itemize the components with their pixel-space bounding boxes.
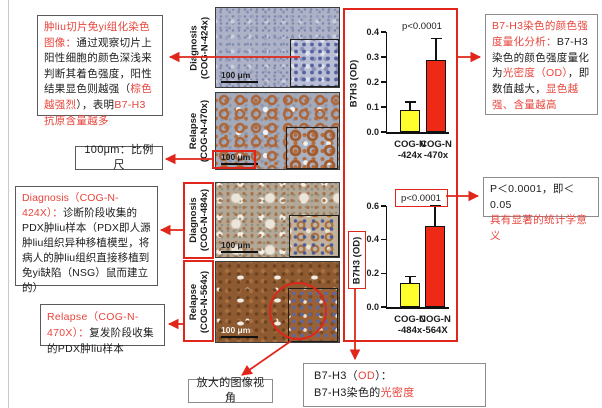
y-tick <box>381 272 386 275</box>
x-axis <box>385 132 449 134</box>
highlight-scale-bar-470x <box>212 150 256 169</box>
y-axis <box>385 206 387 309</box>
y-tick <box>381 306 386 308</box>
bar <box>425 226 445 307</box>
y-axis <box>385 32 387 134</box>
y-tick-label: 0.0 <box>366 126 379 137</box>
ihc-inset-diagnosis-484x <box>289 215 339 257</box>
y-tick <box>381 205 386 207</box>
callout-text-line: 具有显著的统计学意义 <box>490 214 588 242</box>
y-tick <box>381 238 386 241</box>
error-bar-cap <box>429 205 441 207</box>
x-category-label: COG-N <box>420 139 452 150</box>
y-tick-label: 0.4 <box>366 26 379 37</box>
ihc-inset-diagnosis-424x <box>290 39 339 87</box>
highlight-label-diagnosis-484x <box>183 182 214 259</box>
panel-label-relapse-470x: Relapse (COG-N-470x) <box>188 99 210 163</box>
p-value-label: p<0.0001 <box>402 21 442 32</box>
y-tick-label: 0.4 <box>366 234 379 245</box>
highlight-label-relapse-564x <box>183 260 214 342</box>
error-bar <box>409 276 411 284</box>
x-category-label: -484x <box>397 325 423 336</box>
ihc-image-relapse-470x: 100 μm <box>215 92 340 170</box>
ihc-inset-relapse-470x <box>286 127 338 169</box>
arrow-to-zoom-view-box <box>241 340 292 376</box>
highlight-inset-circle <box>269 282 327 340</box>
bar-chart-424x-470x: 0.0 0.1 0.2 0.3 0.4 p<0.0001 B7H3 (OD) COG-N -42… <box>345 10 456 340</box>
error-bar <box>409 102 411 110</box>
y-tick <box>381 56 386 58</box>
y-tick-label: 0.1 <box>366 101 379 112</box>
callout-quantify: B7-H3染色的颜色强度量化分析：B7-H3染色的颜色强度量化为光密度（OD），… <box>485 14 598 115</box>
y-tick-label: 0.6 <box>366 200 379 211</box>
x-category-label: COG-N <box>394 314 426 325</box>
error-bar-cap <box>404 101 416 103</box>
x-category-label: COG-N <box>394 139 426 150</box>
callout-text-line: 100μm：比例尺 <box>84 143 154 171</box>
x-axis <box>385 307 449 309</box>
callout-od: B7-H3（OD）： B7-H3染色的光密度 <box>303 363 486 407</box>
error-bar-cap <box>430 37 442 39</box>
x-category-label: COG-N <box>419 314 451 325</box>
y-tick <box>381 131 386 133</box>
bar <box>400 283 420 307</box>
callout-text-line: P＜0.0001，即＜0.05 <box>490 183 575 211</box>
y-tick <box>381 81 386 83</box>
callout-pvalue: P＜0.0001，即＜0.05 具有显著的统计学意义 <box>483 177 599 242</box>
callout-text-line: B7-H3（OD）： <box>314 370 393 382</box>
callout-scalebar: 100μm：比例尺 <box>75 143 163 171</box>
scale-bar: 100 μm <box>221 326 258 338</box>
bar <box>400 109 420 132</box>
callout-text-line: B7-H3染色的光密度 <box>314 387 415 399</box>
page-left-rule <box>8 0 9 408</box>
y-tick <box>381 31 386 33</box>
y-tick-label: 0.2 <box>366 76 379 87</box>
ihc-image-diagnosis-424x: 100 μm <box>215 7 340 88</box>
y-tick-label: 0.2 <box>366 267 379 278</box>
callout-text-line: 放大的图像视角 <box>196 376 265 404</box>
callout-stain-explain: 肿liu切片免yi组化染色图像：通过观察切片上阳性细胞的颜色深浅来判断其着色强度… <box>37 15 163 127</box>
ihc-image-diagnosis-484x: 100 μm <box>215 182 340 258</box>
x-category-label: -564X <box>422 325 448 336</box>
error-bar <box>435 38 437 60</box>
callout-text-line: Diagnosis（COG-N-424X）：诊断阶段收集的PDX肿liu样本（P… <box>22 192 151 294</box>
chart-panel: 0.0 0.1 0.2 0.3 0.4 p<0.0001 B7H3 (OD) COG-N -42… <box>343 8 458 342</box>
y-axis-title-text: B7H3 (OD) <box>351 236 363 284</box>
scale-bar: 100 μm <box>221 241 258 253</box>
scale-bar: 100 μm <box>221 153 258 165</box>
scale-bar: 100 μm <box>221 71 258 83</box>
y-tick <box>381 106 386 108</box>
callout-text-line: B7-H3染色的颜色强度量化分析：B7-H3染色的颜色强度量化为光密度（OD），… <box>492 20 590 111</box>
y-tick-label: 0.3 <box>366 51 379 62</box>
bar-chart-484x-564x: 0.0 0.2 0.4 0.6 p<0.0001 B7H3 (OD) COG-N -484x C… <box>345 10 456 340</box>
callout-zoom-view: 放大的图像视角 <box>188 376 273 404</box>
x-category-label: -470x <box>423 150 449 161</box>
y-axis-title: B7H3 (OD) <box>348 231 366 289</box>
error-bar <box>434 206 436 227</box>
y-tick-label: 0.0 <box>366 301 379 312</box>
callout-text-line: Relapse（COG-N-470X）：复发阶段收集的PDX肿liu样本 <box>47 311 154 355</box>
p-value-label: p<0.0001 <box>394 189 448 207</box>
x-category-label: -424x <box>397 150 423 161</box>
callout-relapse: Relapse（COG-N-470X）：复发阶段收集的PDX肿liu样本 <box>40 304 165 355</box>
callout-diagnosis: Diagnosis（COG-N-424X）：诊断阶段收集的PDX肿liu样本（P… <box>15 186 158 294</box>
bar <box>426 59 446 132</box>
callout-text-line: 肿liu切片免yi组化染色图像：通过观察切片上阳性细胞的颜色深浅来判断其着色强度… <box>44 21 153 127</box>
panel-label-diagnosis-424x: Diagnosis (COG-N-424x) <box>188 16 210 79</box>
error-bar-cap <box>404 276 416 278</box>
